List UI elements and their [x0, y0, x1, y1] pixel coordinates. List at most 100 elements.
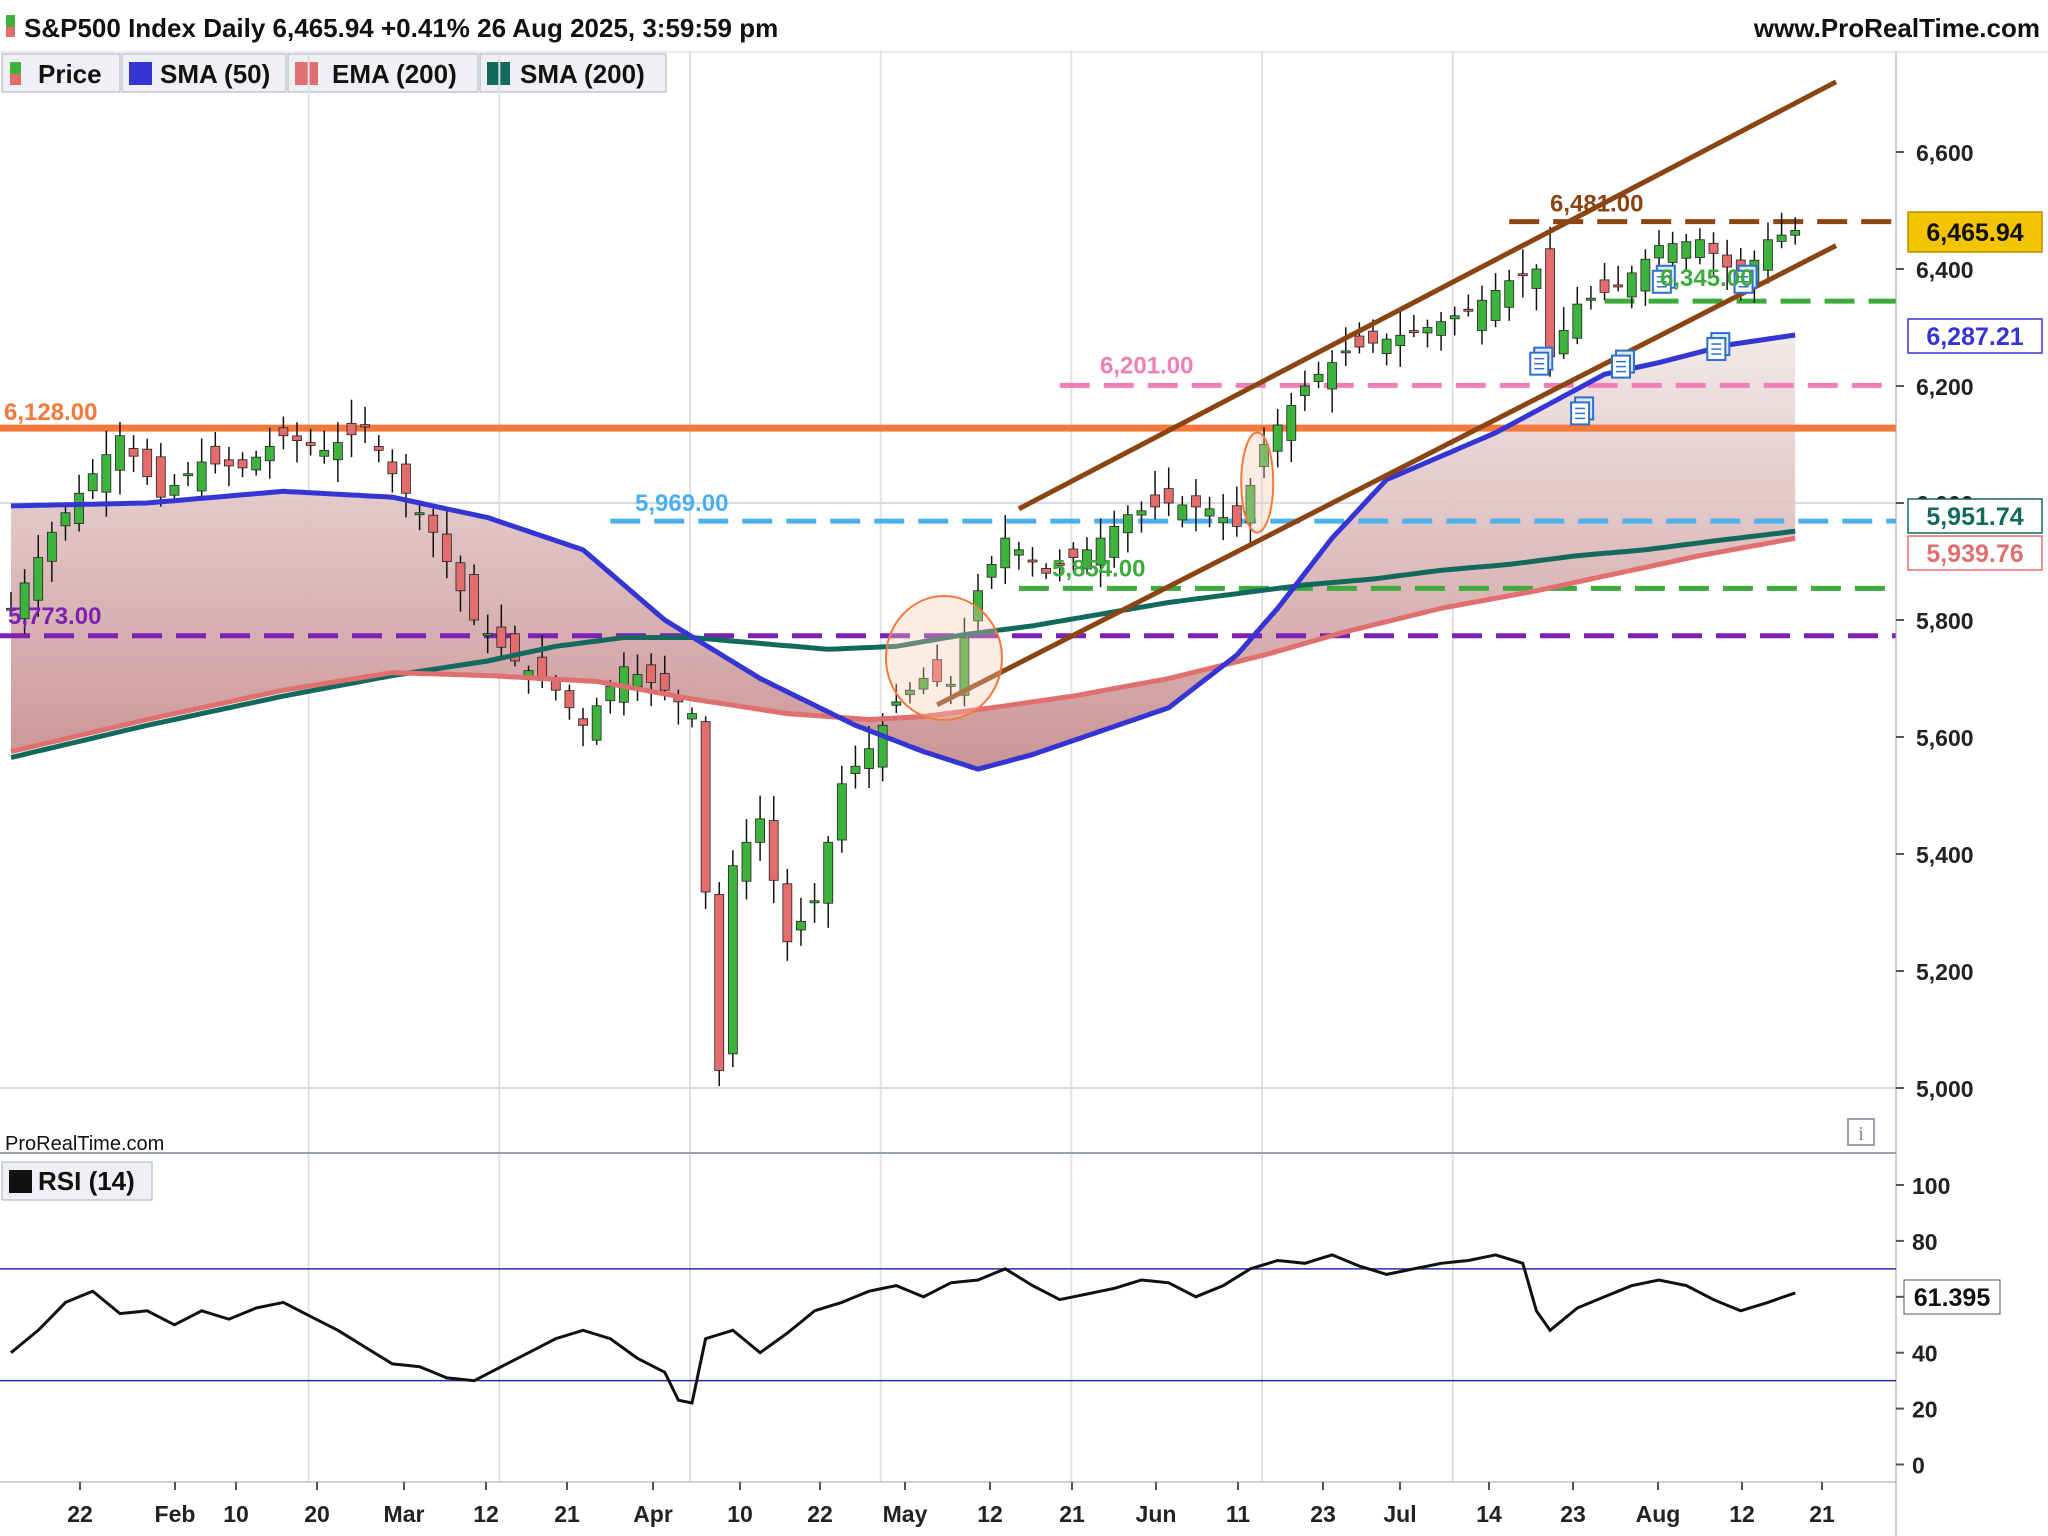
candle	[741, 819, 752, 900]
rsi-tick-label: 20	[1912, 1397, 1938, 1423]
chart-title: S&P500 Index Daily 6,465.94 +0.41% 26 Au…	[24, 13, 778, 43]
candle	[346, 399, 357, 458]
price-axis: 6,6006,4006,2006,0005,8005,6005,4005,200…	[1895, 52, 2043, 1536]
candle	[115, 421, 125, 495]
date-tick-label: 10	[727, 1501, 753, 1527]
candle	[1000, 515, 1011, 585]
candle	[60, 506, 71, 541]
sma200-line	[10, 528, 1796, 760]
legend-item-sma50[interactable]: SMA (50)	[121, 53, 287, 93]
price-tick-label: 5,000	[1916, 1076, 1974, 1102]
candle	[305, 428, 316, 456]
legend-label-sma50: SMA (50)	[160, 59, 270, 89]
candle	[768, 796, 779, 904]
date-tick-label: 10	[223, 1501, 249, 1527]
candle	[1340, 327, 1351, 367]
candle	[973, 573, 983, 634]
candle	[1082, 537, 1092, 575]
candle	[1122, 505, 1133, 553]
candle	[1218, 494, 1229, 541]
document-icon[interactable]	[1651, 264, 1676, 294]
document-icon[interactable]	[1610, 349, 1635, 379]
candle	[496, 604, 507, 657]
candle	[1054, 549, 1065, 582]
candle	[1354, 322, 1365, 354]
candle	[482, 614, 493, 654]
svg-text:i: i	[1858, 1123, 1864, 1145]
document-icon[interactable]	[1529, 346, 1554, 376]
candle	[1449, 306, 1460, 336]
candle	[1790, 217, 1801, 245]
candle	[278, 416, 289, 450]
legend-label-sma200: SMA (200)	[520, 59, 645, 89]
candle	[591, 697, 602, 745]
date-tick-label: 22	[67, 1501, 93, 1527]
document-icon[interactable]	[1733, 264, 1758, 294]
candle	[1068, 542, 1079, 571]
level-label: 6,128.00	[4, 399, 97, 426]
candle	[373, 435, 384, 463]
level-label: 5,969.00	[635, 490, 728, 517]
candle	[687, 707, 697, 728]
candle	[360, 406, 371, 443]
candle	[809, 883, 820, 923]
candle	[87, 459, 98, 500]
candle	[142, 438, 153, 485]
candle	[414, 500, 425, 531]
candle	[1626, 265, 1637, 309]
candle	[1640, 249, 1651, 306]
legend-swatch-price-down	[10, 74, 21, 85]
price-badge: 5,939.76	[1907, 535, 2043, 571]
candle	[1136, 501, 1147, 533]
price-tick-label: 5,600	[1916, 725, 1974, 751]
candle	[46, 521, 57, 582]
candle	[1694, 228, 1705, 265]
candle	[1109, 510, 1120, 568]
trend-channel	[936, 79, 1838, 708]
legend-swatch-ema200	[295, 62, 318, 85]
candle	[1586, 285, 1596, 310]
candle	[1286, 392, 1297, 462]
candle	[1667, 231, 1678, 269]
date-tick-label: 11	[1226, 1501, 1251, 1527]
date-tick-label: Feb	[155, 1501, 196, 1527]
date-tick-label: 20	[304, 1501, 330, 1527]
date-tick-label: 12	[977, 1501, 1003, 1527]
candle	[646, 653, 657, 707]
date-tick-label: Jun	[1136, 1501, 1177, 1527]
candle	[319, 430, 330, 464]
candle	[932, 644, 943, 687]
rsi-gridlines	[0, 1268, 1896, 1382]
price-badge: 6,287.21	[1907, 318, 2043, 354]
document-icon[interactable]	[1570, 396, 1595, 426]
candlesticks	[6, 212, 1801, 1087]
info-icon[interactable]: i	[1847, 1118, 1875, 1146]
legend-item-sma200[interactable]: SMA (200)	[479, 53, 667, 93]
candle	[1191, 479, 1201, 532]
candle	[1313, 361, 1324, 388]
candle	[33, 534, 44, 617]
candle	[1245, 478, 1256, 543]
candle	[1531, 264, 1542, 311]
legend-item-price[interactable]: Price	[1, 53, 121, 93]
date-tick-label: 14	[1476, 1501, 1502, 1527]
rsi-legend[interactable]: RSI (14)	[1, 1161, 153, 1201]
rsi-tick-label: 100	[1912, 1173, 1950, 1199]
candle	[1708, 232, 1719, 275]
candle	[224, 446, 234, 487]
highlight-ellipse	[1240, 431, 1275, 534]
rsi-pane: RSI (14) 100806040200 61.395	[0, 1161, 2001, 1479]
legend-swatch-price-up	[10, 62, 21, 74]
site-url: www.ProRealTime.com	[1753, 13, 2040, 43]
candle	[1408, 314, 1419, 338]
candle	[1599, 262, 1610, 301]
candle	[332, 422, 343, 483]
candle	[864, 725, 874, 789]
document-icon[interactable]	[1706, 332, 1731, 362]
candle	[292, 422, 302, 463]
highlight-ellipse	[884, 595, 1003, 722]
candle	[428, 508, 439, 558]
price-tick-label: 5,400	[1916, 842, 1974, 868]
legend-item-ema200[interactable]: EMA (200)	[287, 53, 479, 93]
date-axis: 22 Feb 10 20 Mar 12 21 Apr 10 22 May 12 21 Jun 11 23 Jul…	[67, 1482, 1835, 1527]
